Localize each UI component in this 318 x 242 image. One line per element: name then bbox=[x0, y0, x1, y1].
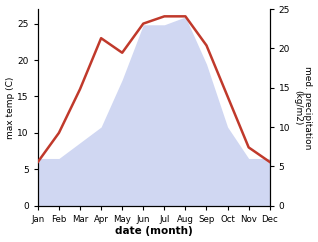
Y-axis label: max temp (C): max temp (C) bbox=[5, 76, 15, 138]
X-axis label: date (month): date (month) bbox=[115, 227, 193, 236]
Y-axis label: med. precipitation
(kg/m2): med. precipitation (kg/m2) bbox=[293, 66, 313, 149]
